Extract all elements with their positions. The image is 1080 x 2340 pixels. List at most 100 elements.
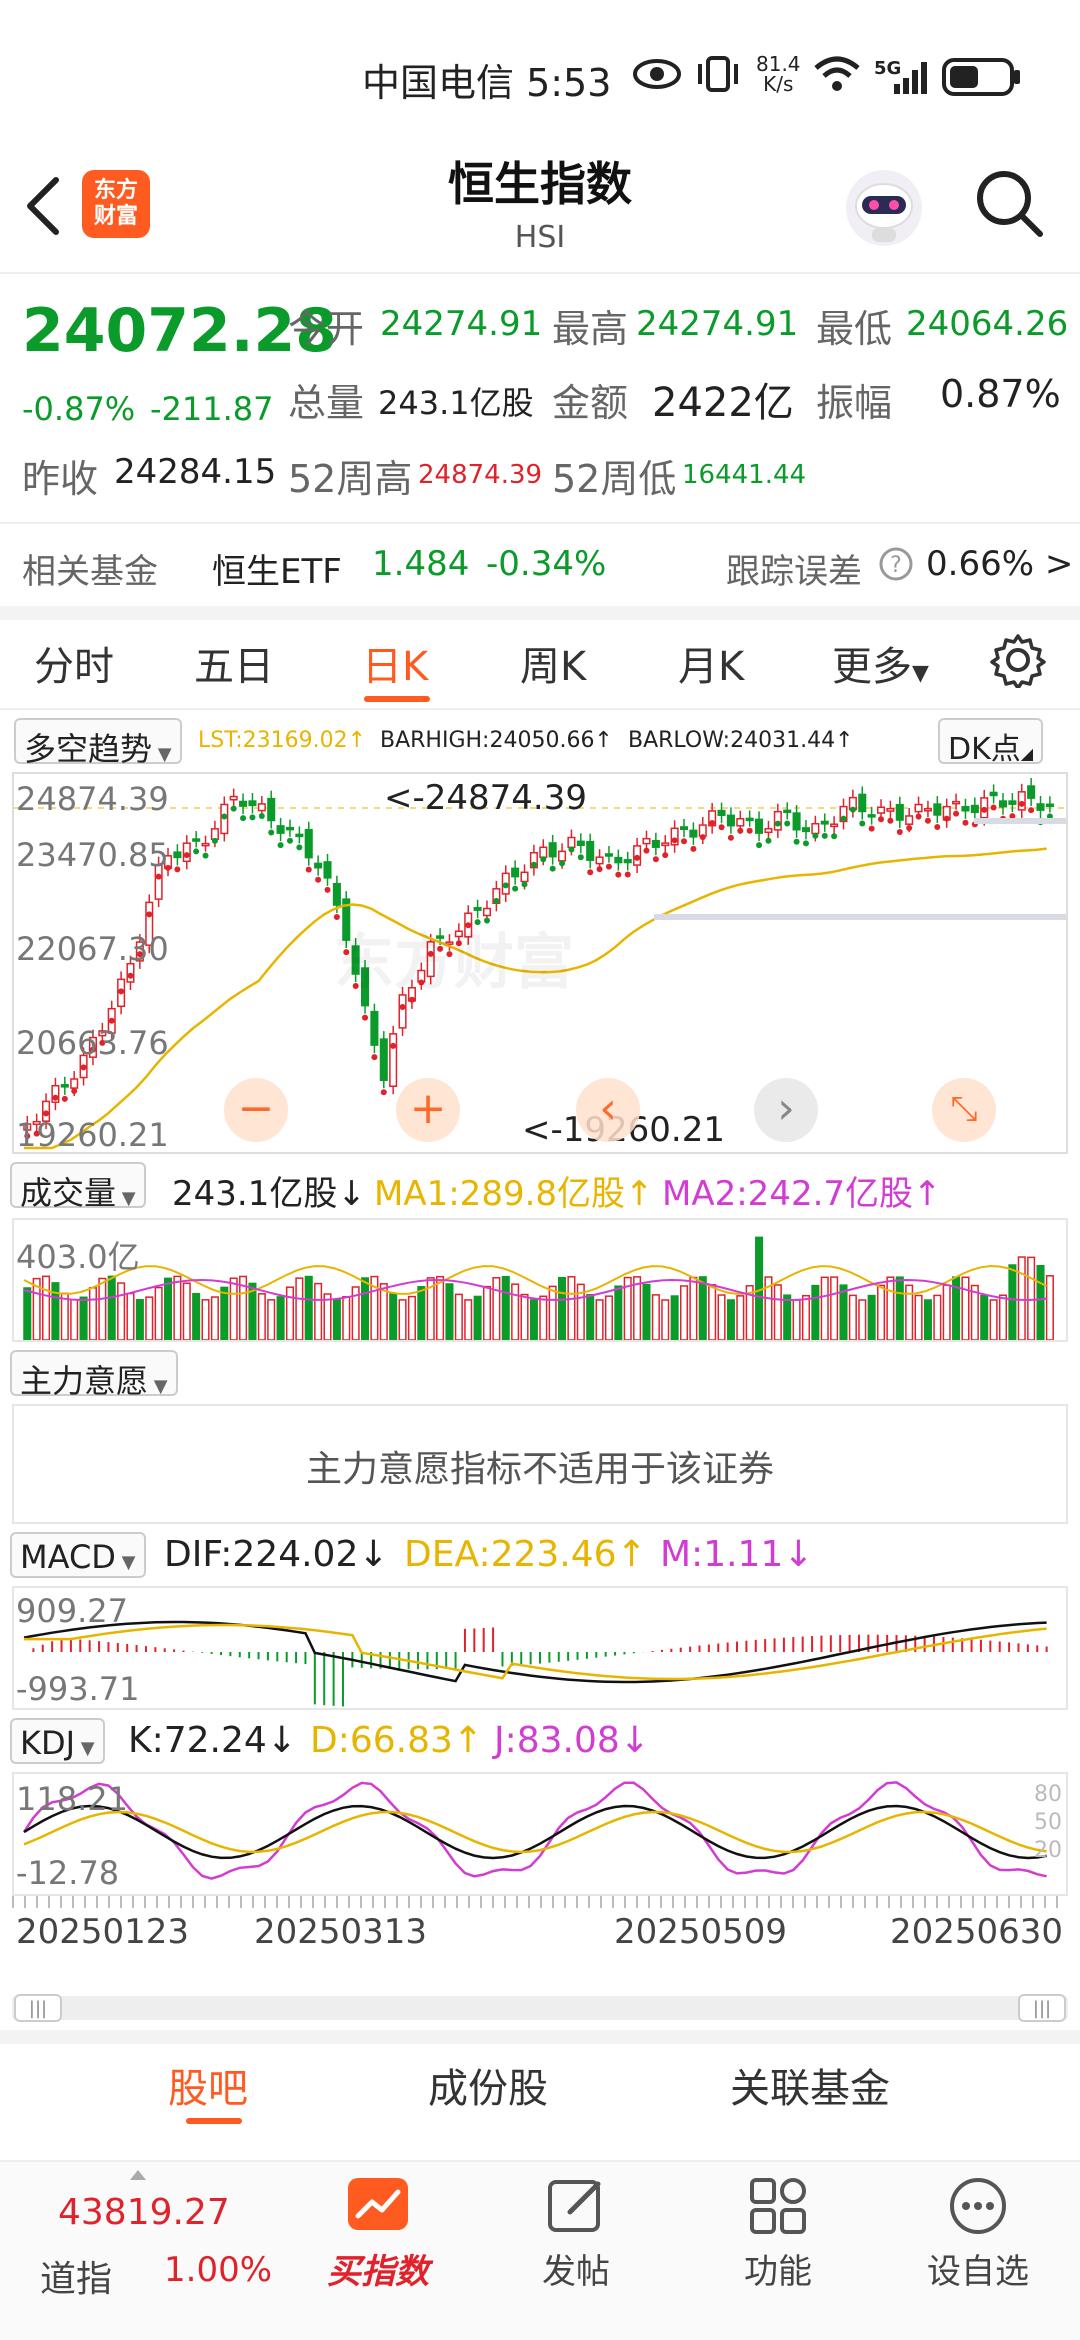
macd-dropdown[interactable]: MACD ▼ <box>10 1532 146 1578</box>
macd-y-bottom: -993.71 <box>16 1670 140 1708</box>
fullscreen-button[interactable]: ⤡ <box>932 1078 996 1142</box>
add-watchlist-button[interactable]: 设自选 <box>898 2176 1058 2293</box>
volume-dropdown[interactable]: 成交量 ▼ <box>10 1162 146 1212</box>
trend-dot <box>943 815 950 822</box>
related-fund-row[interactable]: 相关基金 恒生ETF 1.484 -0.34% 跟踪误差 ? 0.66% > <box>0 524 1080 608</box>
main-force-panel: 主力意愿指标不适用于该证券 <box>12 1404 1068 1524</box>
open-label: 今开 <box>288 307 365 351</box>
trend-dot <box>502 882 509 889</box>
volume-bar <box>689 1276 698 1340</box>
post-button[interactable]: 发帖 <box>496 2176 656 2293</box>
trend-dot <box>896 829 903 836</box>
kdj-y-top: 118.21 <box>16 1780 128 1818</box>
search-icon[interactable] <box>974 168 1046 240</box>
volume-chart[interactable]: 403.0亿 <box>12 1218 1068 1342</box>
ticker-index-value[interactable]: 43819.27 <box>58 2192 230 2233</box>
robot-assistant-icon[interactable] <box>842 166 926 250</box>
tab-related-funds[interactable]: 关联基金 <box>730 2066 890 2112</box>
trend-dot <box>577 854 584 861</box>
volume-bar <box>117 1282 126 1340</box>
kdj-dropdown-label: KDJ <box>20 1724 76 1762</box>
tab-daily-k[interactable]: 日K <box>362 644 429 690</box>
candle-body <box>1045 803 1054 807</box>
change-percent: -0.87% <box>22 390 136 428</box>
tab-more[interactable]: 更多▼ <box>832 634 929 692</box>
range-slider-right-handle[interactable]: ||| <box>1018 1994 1066 2022</box>
volume-ma2-line <box>23 1278 1047 1302</box>
high-value: 24274.91 <box>636 304 799 344</box>
volume-bar <box>679 1285 689 1340</box>
buy-index-button[interactable]: 买指数 <box>298 2176 458 2293</box>
volume-bar <box>1008 1264 1017 1340</box>
zoom-out-button[interactable]: − <box>224 1078 288 1142</box>
volume-bar <box>192 1292 201 1340</box>
candle-body <box>998 800 1008 808</box>
candle-body <box>323 861 332 879</box>
volume-bar <box>933 1294 942 1340</box>
zoom-in-button[interactable]: + <box>396 1078 460 1142</box>
wifi-icon <box>814 56 860 91</box>
wk52-low-label: 52周低 <box>552 457 677 501</box>
volume-bar <box>970 1284 979 1340</box>
caret-down-icon: ▼ <box>912 661 929 686</box>
caret-down-icon: ▼ <box>75 1738 95 1759</box>
dk-point-button[interactable]: DK点◢ <box>938 718 1044 767</box>
volume-bar <box>604 1295 613 1340</box>
trend-dot <box>333 914 340 921</box>
scroll-left-button[interactable]: ‹ <box>576 1078 640 1142</box>
range-slider-track[interactable] <box>12 1996 1068 2020</box>
volume-bar <box>708 1284 717 1340</box>
trend-dot <box>221 813 228 820</box>
ticker-index-name[interactable]: 道指 <box>40 2259 113 2300</box>
trend-dot <box>390 1042 397 1049</box>
kdj-chart[interactable]: 118.21 -12.78 80 50 20 <box>12 1772 1068 1896</box>
volume-bar <box>764 1276 773 1340</box>
help-icon[interactable]: ? <box>878 546 914 582</box>
trend-dot <box>202 852 209 859</box>
candle-body <box>454 930 463 938</box>
watermark: 东方财富 <box>334 928 574 998</box>
volume-bar <box>492 1277 501 1340</box>
tab-stock-forum[interactable]: 股吧 <box>168 2066 248 2112</box>
volume-bar <box>23 1287 32 1340</box>
tab-weekly-k[interactable]: 周K <box>520 644 587 690</box>
candle-body <box>783 809 792 814</box>
tab-constituents[interactable]: 成份股 <box>428 2066 548 2112</box>
candle-body <box>445 941 454 945</box>
trend-dot <box>596 866 603 873</box>
trend-dot <box>240 815 247 822</box>
macd-chart[interactable]: 909.27 -993.71 <box>12 1586 1068 1710</box>
gear-icon[interactable] <box>990 632 1046 688</box>
indicator-dropdown[interactable]: 多空趋势 ▼ <box>14 718 182 768</box>
kline-chart[interactable]: 东方财富 24874.39 23470.85 22067.30 20663.76… <box>12 772 1068 1154</box>
main-force-dropdown[interactable]: 主力意愿 ▼ <box>10 1350 178 1400</box>
quote-divider <box>0 522 1080 524</box>
kdj-dropdown[interactable]: KDJ ▼ <box>10 1718 105 1764</box>
trend-dot <box>380 1089 387 1096</box>
candle-body <box>426 941 435 978</box>
tab-intraday[interactable]: 分时 <box>34 644 114 690</box>
candle-body <box>145 901 154 946</box>
candle-body <box>820 820 829 825</box>
volume-svg <box>23 1236 1054 1340</box>
volume-bar <box>923 1299 932 1340</box>
volume-bar <box>454 1293 463 1340</box>
trend-dot <box>174 866 181 873</box>
candle-body <box>1008 800 1017 805</box>
section-gap <box>0 606 1080 620</box>
kdj-level-20: 20 <box>1034 1838 1062 1863</box>
fund-name: 恒生ETF <box>212 552 342 592</box>
scroll-right-button[interactable]: › <box>754 1078 818 1142</box>
trend-dot <box>127 972 134 979</box>
wk52-high-value: 24874.39 <box>418 460 543 490</box>
tab-five-day[interactable]: 五日 <box>194 644 274 690</box>
tab-monthly-k[interactable]: 月K <box>678 644 745 690</box>
candle-body <box>914 803 923 813</box>
back-icon[interactable] <box>22 176 62 236</box>
function-button[interactable]: 功能 <box>698 2176 858 2293</box>
ticker-index-change[interactable]: 1.00% <box>164 2250 273 2290</box>
candle-body <box>379 1038 388 1081</box>
candle-body <box>905 815 914 825</box>
volume-bar <box>42 1275 51 1340</box>
range-slider-left-handle[interactable]: ||| <box>14 1994 62 2022</box>
